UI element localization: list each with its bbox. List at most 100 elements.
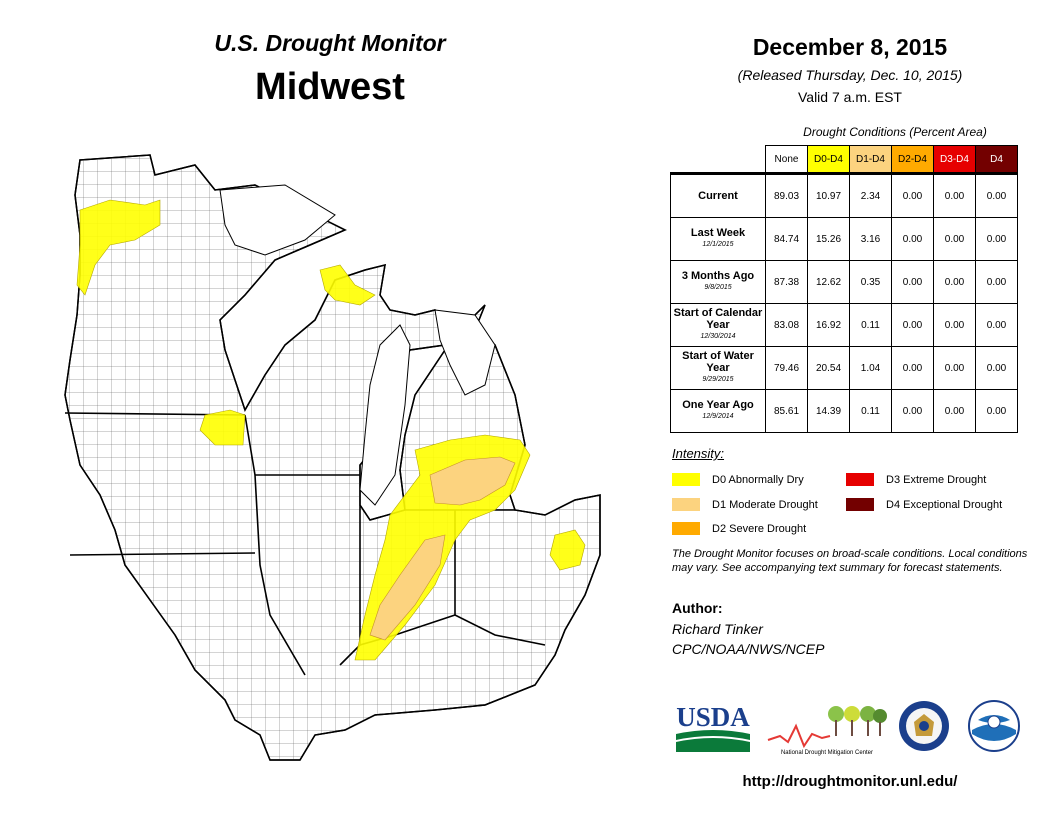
table-cell: 0.00: [933, 260, 976, 304]
d0-area-upper-michigan: [319, 264, 376, 306]
table-cell: 0.35: [849, 260, 892, 304]
table-cell: 0.00: [933, 303, 976, 347]
disclaimer-note: The Drought Monitor focuses on broad-sca…: [672, 548, 1028, 574]
col-header: None: [765, 145, 808, 174]
table-row: One Year Ago 12/9/2014 85.61 14.39 0.11 0.00 0…: [670, 389, 1018, 433]
row-label: Start of Calendar Year 12/30/2014: [670, 303, 766, 347]
author-name: Richard Tinker: [672, 621, 763, 637]
row-label-text: Start of Calendar Year: [673, 307, 763, 331]
table-cell: 84.74: [765, 217, 808, 261]
col-header: D1-D4: [849, 145, 892, 174]
row-label: One Year Ago 12/9/2014: [670, 389, 766, 433]
row-label-text: One Year Ago: [682, 399, 754, 411]
border-ia-mo: [69, 552, 256, 556]
ndmc-logo: National Drought Mitigation Center: [767, 706, 887, 756]
table-cell: 85.61: [765, 389, 808, 433]
table-cell: 0.00: [975, 260, 1018, 304]
table-cell: 87.38: [765, 260, 808, 304]
table-header-corner: [671, 146, 766, 174]
d0-area-se-minnesota: [199, 409, 246, 446]
legend-swatch: [846, 498, 874, 511]
table-cell: 0.00: [891, 346, 934, 390]
table-cell: 0.00: [975, 217, 1018, 261]
d0-area-nw-minnesota: [76, 199, 161, 296]
border-ia-il: [244, 414, 306, 676]
row-label: Last Week 12/1/2015: [670, 217, 766, 261]
legend-label: D3 Extreme Drought: [886, 473, 987, 486]
table-cell: 0.00: [891, 303, 934, 347]
table-row: Last Week 12/1/2015 84.74 15.26 3.16 0.00 0.00…: [670, 217, 1018, 261]
table-cell: 79.46: [765, 346, 808, 390]
legend-item: D1 Moderate Drought: [672, 498, 818, 511]
row-label-date: 12/9/2014: [702, 413, 734, 420]
row-label-date: 12/30/2014: [700, 333, 736, 340]
table-cell: 83.08: [765, 303, 808, 347]
usda-logo: USDA: [676, 702, 750, 752]
map-land: [64, 154, 601, 761]
table-cell: 0.00: [891, 173, 934, 218]
row-label-date: 9/29/2015: [702, 376, 734, 383]
col-header: D4: [975, 145, 1018, 174]
row-label-date: 12/1/2015: [702, 241, 734, 248]
department-of-commerce-seal: [899, 701, 949, 751]
table-cell: 0.00: [933, 346, 976, 390]
author-org: CPC/NOAA/NWS/NCEP: [672, 641, 825, 657]
d0-area-ohio: [549, 529, 586, 571]
product-title: U.S. Drought Monitor: [214, 30, 446, 56]
table-cell: 14.39: [807, 389, 850, 433]
table-cell: 0.00: [975, 173, 1018, 218]
table-cell: 0.11: [849, 389, 892, 433]
table-cell: 0.00: [975, 389, 1018, 433]
table-cell: 15.26: [807, 217, 850, 261]
drought-conditions-table: None D0-D4 D1-D4 D2-D4 D3-D4 D4 Current 8…: [670, 145, 1018, 433]
row-label: Current: [670, 173, 766, 218]
table-cell: 0.00: [891, 217, 934, 261]
table-cell: 3.16: [849, 217, 892, 261]
table-cell: 20.54: [807, 346, 850, 390]
legend-label: D1 Moderate Drought: [712, 498, 818, 511]
valid-time: Valid 7 a.m. EST: [797, 89, 902, 105]
col-header: D3-D4: [933, 145, 976, 174]
table-cell: 0.00: [891, 389, 934, 433]
legend-item: D3 Extreme Drought: [846, 473, 986, 486]
usda-logo-text: USDA: [676, 702, 750, 732]
table-cell: 0.00: [933, 217, 976, 261]
legend-label: D4 Exceptional Drought: [886, 498, 1003, 511]
source-url[interactable]: http://droughtmonitor.unl.edu/: [742, 773, 958, 790]
table-cell: 0.00: [933, 389, 976, 433]
table-row: Start of Water Year 9/29/2015 79.46 20.54 1.…: [670, 346, 1018, 390]
table-header-row: None D0-D4 D1-D4 D2-D4 D3-D4 D4: [670, 145, 1018, 174]
table-cell: 10.97: [807, 173, 850, 218]
release-note: (Released Thursday, Dec. 10, 2015): [737, 67, 963, 83]
row-label-text: 3 Months Ago: [681, 270, 755, 282]
legend-swatch: [672, 473, 700, 486]
table-row: 3 Months Ago 9/8/2015 87.38 12.62 0.35 0.00 0.…: [670, 260, 1018, 304]
legend-title: Intensity:: [672, 446, 725, 461]
table-cell: 2.34: [849, 173, 892, 218]
row-label-text: Current: [698, 190, 738, 202]
d1-area-michigan: [429, 456, 516, 506]
table-cell: 0.00: [975, 346, 1018, 390]
legend-swatch: [846, 473, 874, 486]
legend-item: D2 Severe Drought: [672, 522, 806, 535]
legend-label: D0 Abnormally Dry: [712, 473, 804, 486]
legend-swatch: [672, 522, 700, 535]
row-label: Start of Water Year 9/29/2015: [670, 346, 766, 390]
legend-item: D4 Exceptional Drought: [846, 498, 1002, 511]
ndmc-logo-text: National Drought Mitigation Center: [781, 750, 873, 756]
border-il-ky: [339, 614, 546, 666]
table-row: Current 89.03 10.97 2.34 0.00 0.00 0.00: [670, 173, 1018, 218]
table-caption: Drought Conditions (Percent Area): [803, 125, 987, 139]
lake-superior: [219, 184, 336, 256]
row-label: 3 Months Ago 9/8/2015: [670, 260, 766, 304]
lake-michigan: [359, 324, 411, 506]
d1-area-indiana: [369, 534, 446, 641]
author-label: Author:: [672, 600, 723, 616]
table-cell: 0.11: [849, 303, 892, 347]
row-label-date: 9/8/2015: [704, 284, 732, 291]
table-cell: 0.00: [975, 303, 1018, 347]
row-label-text: Start of Water Year: [682, 350, 754, 374]
legend-label: D2 Severe Drought: [712, 522, 807, 535]
great-lakes: [219, 184, 496, 506]
legend-swatch: [672, 498, 700, 511]
